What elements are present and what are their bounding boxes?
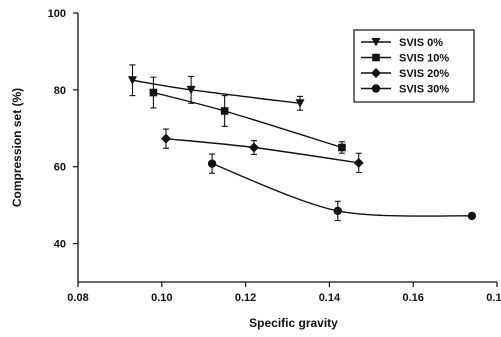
data-point (295, 99, 305, 108)
legend: SVIS 0% SVIS 10% SVIS 20% SVIS 30% (353, 29, 475, 103)
x-tick-label: 0.14 (319, 292, 341, 304)
legend-marker (371, 38, 381, 47)
x-tick-label: 0.10 (151, 292, 172, 304)
legend-marker (371, 68, 381, 78)
data-point (333, 206, 342, 216)
x-tick-label: 0.18 (486, 292, 501, 304)
data-point (248, 142, 259, 153)
data-point (207, 159, 217, 168)
x-axis-title: Specific gravity (249, 316, 338, 330)
x-tick-label: 0.08 (67, 292, 88, 304)
data-point (186, 85, 196, 95)
data-point (220, 107, 229, 115)
legend-item-svis-0: SVIS 0% (361, 37, 443, 49)
data-point (353, 157, 364, 168)
legend-marker (371, 84, 381, 93)
y-axis-title: Compression set (%) (10, 88, 24, 207)
y-tick-label: 100 (48, 8, 66, 20)
data-point (160, 133, 171, 144)
y-tick-label: 80 (54, 85, 66, 97)
legend-label: SVIS 30% (399, 84, 449, 96)
data-point (149, 88, 158, 97)
legend-item-svis-30: SVIS 30% (361, 84, 449, 96)
series-line (165, 137, 359, 164)
x-tick-label: 0.12 (235, 292, 256, 304)
data-point (127, 76, 137, 85)
legend-label: SVIS 10% (399, 53, 449, 65)
plot-area (127, 64, 477, 222)
legend-item-svis-10: SVIS 10% (361, 53, 449, 65)
data-point (467, 211, 477, 221)
data-point (338, 143, 346, 152)
series-svis-10 (149, 76, 346, 154)
y-tick-label: 60 (54, 162, 66, 174)
series-svis-30 (207, 153, 477, 222)
x-tick-label: 0.16 (402, 292, 423, 304)
legend-label: SVIS 20% (399, 68, 449, 80)
series-line (153, 91, 343, 149)
legend-label: SVIS 0% (399, 37, 443, 49)
series-svis-20 (160, 128, 364, 174)
axes: 0.08 0.10 0.12 0.14 0.16 0.18 40 60 80 100 (48, 8, 501, 304)
series-svis-0 (127, 64, 305, 111)
legend-item-svis-20: SVIS 20% (361, 68, 449, 80)
series-line (132, 79, 301, 105)
legend-marker (372, 53, 380, 62)
series-line (211, 162, 472, 217)
y-tick-label: 40 (54, 239, 66, 251)
